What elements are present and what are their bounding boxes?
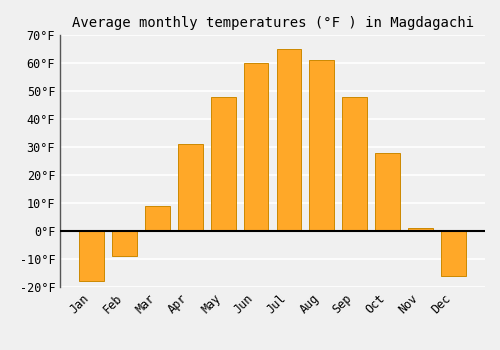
Bar [342, 97, 367, 231]
Bar [145, 206, 170, 231]
Bar [244, 63, 268, 231]
Bar [112, 231, 137, 256]
Bar [376, 153, 400, 231]
Bar [276, 49, 301, 231]
Bar [178, 144, 203, 231]
Bar [211, 97, 236, 231]
Bar [408, 228, 433, 231]
Bar [310, 60, 334, 231]
Bar [80, 231, 104, 281]
Title: Average monthly temperatures (°F ) in Magdagachi: Average monthly temperatures (°F ) in Ma… [72, 16, 473, 30]
Bar [441, 231, 466, 276]
